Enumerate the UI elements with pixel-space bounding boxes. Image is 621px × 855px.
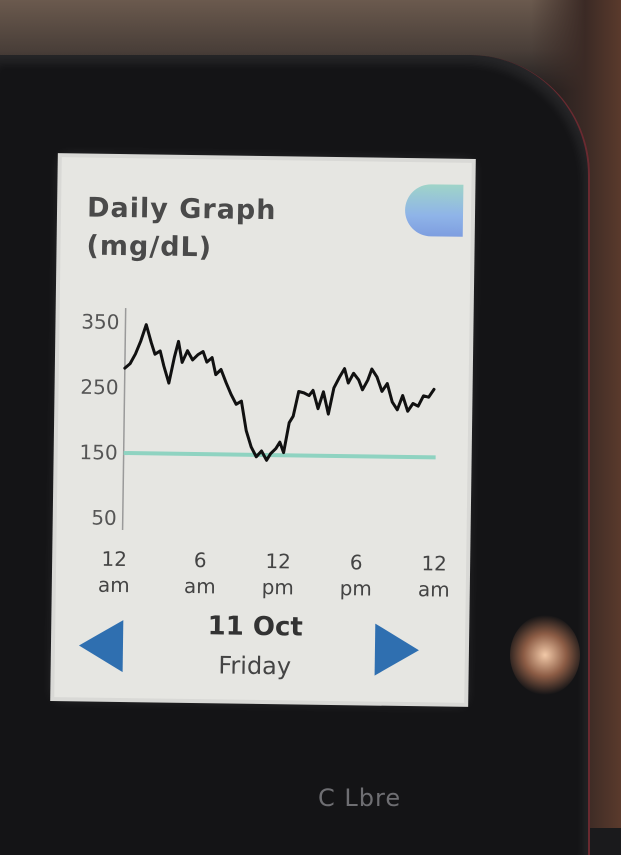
x-tick-label-0-line2: am bbox=[98, 573, 130, 597]
day-label: Friday bbox=[218, 651, 292, 681]
right-triangle-arrow-icon bbox=[374, 623, 419, 676]
glucose-series-line-0 bbox=[123, 323, 436, 462]
mode-badge[interactable] bbox=[404, 183, 464, 237]
y-tick-label-0: 50 bbox=[91, 506, 117, 530]
x-tick-label-2-line2: pm bbox=[262, 575, 295, 599]
y-tick-label-1: 150 bbox=[79, 440, 118, 465]
x-tick-label-4-line2: am bbox=[418, 577, 450, 601]
left-triangle-arrow-icon bbox=[78, 620, 124, 673]
x-tick-label-3-line2: pm bbox=[340, 576, 373, 600]
x-tick-label-3-line1: 6 bbox=[350, 550, 363, 574]
y-axis-line bbox=[121, 308, 127, 531]
target-range-line bbox=[123, 451, 436, 460]
next-day-button[interactable] bbox=[371, 622, 424, 679]
y-tick-label-2: 250 bbox=[80, 375, 119, 400]
device-screen: Daily Graph (mg/dL) 50 150 250 350 12 am 6 am 12… bbox=[54, 157, 472, 703]
light-reflection bbox=[510, 615, 580, 695]
page-title: Daily Graph (mg/dL) bbox=[86, 190, 276, 269]
previous-day-button[interactable] bbox=[75, 617, 128, 674]
date-label: 11 Oct bbox=[207, 611, 304, 643]
x-tick-label-1-line2: am bbox=[184, 574, 216, 598]
title-line-2: (mg/dL) bbox=[86, 230, 213, 264]
x-tick-label-4-line1: 12 bbox=[421, 551, 447, 575]
x-tick-label-0-line1: 12 bbox=[101, 547, 127, 571]
x-tick-label-2-line1: 12 bbox=[265, 549, 291, 573]
device-brand: C Lbre bbox=[318, 784, 402, 812]
x-tick-label-1-line1: 6 bbox=[194, 548, 207, 572]
y-tick-label-3: 350 bbox=[81, 310, 120, 335]
title-line-1: Daily Graph bbox=[86, 192, 277, 227]
